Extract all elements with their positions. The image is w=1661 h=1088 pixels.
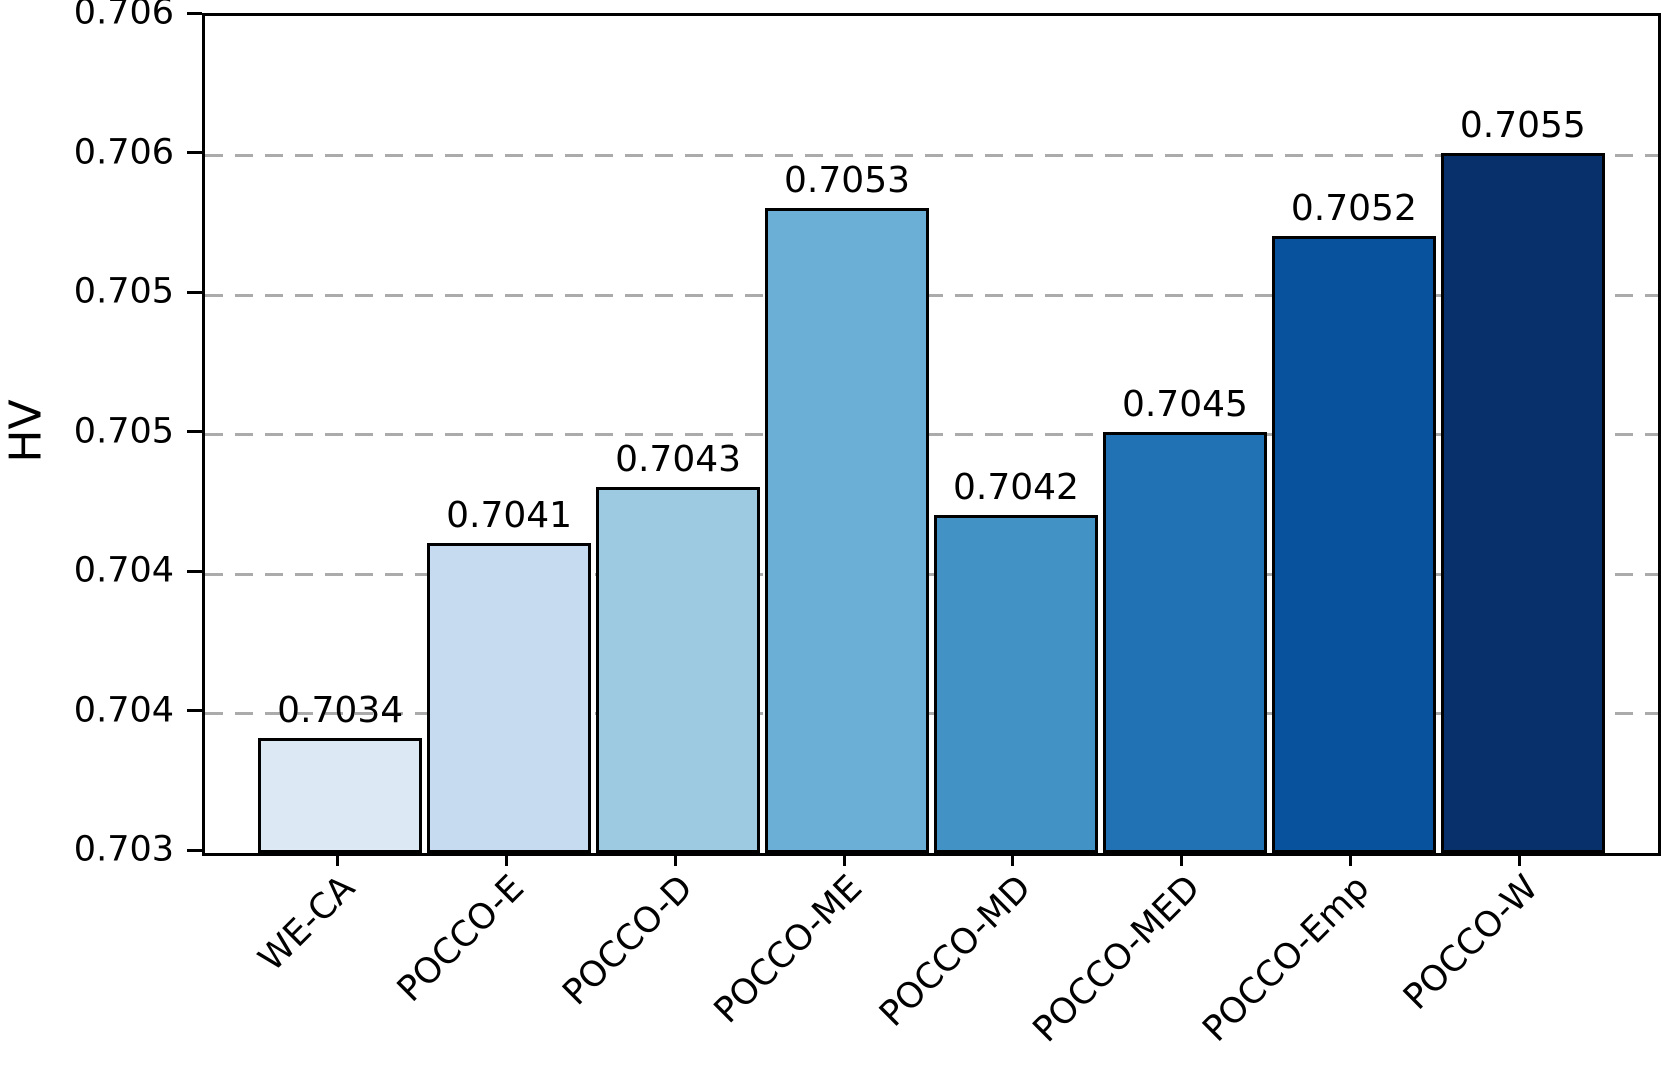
bar-value-label: 0.7052	[1290, 188, 1417, 230]
x-tick-label: POCCO-ME	[706, 867, 871, 1032]
x-tick-mark	[1349, 853, 1353, 866]
y-tick-mark	[187, 848, 202, 852]
bar-value-label: 0.7043	[615, 439, 742, 481]
y-tick-mark	[187, 151, 202, 154]
x-tick-label: POCCO-Emp	[1195, 867, 1378, 1050]
x-tick-label: POCCO-W	[1396, 867, 1547, 1018]
x-tick-mark	[673, 853, 677, 866]
y-tick-mark	[187, 709, 202, 712]
x-tick-label: WE-CA	[251, 867, 364, 980]
bar-value-label: 0.7042	[952, 467, 1079, 509]
gridline	[205, 293, 1658, 297]
gridline	[205, 572, 1658, 576]
x-tick-label: POCCO-MED	[1025, 867, 1209, 1051]
x-tick-mark	[1011, 853, 1015, 866]
x-tick-mark	[335, 853, 339, 866]
bar	[596, 487, 760, 853]
bar	[258, 738, 423, 853]
y-tick-mark	[187, 11, 202, 15]
y-tick-label: 0.705	[73, 411, 174, 451]
bar-group: 0.7034 0.7041 0.7043 0.7053 0.7042 0.7045 0.70…	[205, 16, 1658, 853]
plot-area: 0.7034 0.7041 0.7043 0.7053 0.7042 0.7045 0.70…	[202, 13, 1661, 856]
bar-value-label: 0.7041	[446, 495, 573, 537]
y-tick-label: 0.706	[73, 132, 174, 172]
gridline	[205, 712, 1658, 715]
bar-value-label: 0.7055	[1459, 104, 1586, 146]
bar-value-label: 0.7045	[1121, 383, 1248, 425]
x-tick-label: POCCO-E	[390, 867, 533, 1010]
y-tick-mark	[187, 430, 202, 433]
x-tick-label: POCCO-MD	[872, 867, 1040, 1035]
x-tick-mark	[1180, 853, 1184, 866]
x-tick-mark	[842, 853, 846, 866]
y-tick-label: 0.705	[73, 271, 174, 312]
bar	[1440, 152, 1605, 853]
y-tick-label: 0.703	[73, 829, 174, 870]
y-tick-mark	[187, 569, 202, 573]
bar	[934, 515, 1098, 853]
bar-value-label: 0.7034	[277, 690, 404, 732]
y-tick-label: 0.704	[73, 550, 174, 591]
y-tick-label: 0.704	[73, 690, 174, 730]
gridline	[205, 433, 1658, 436]
x-tick-mark	[504, 853, 508, 866]
bar-value-label: 0.7053	[784, 160, 910, 202]
bar	[1271, 236, 1436, 853]
bar	[427, 543, 592, 853]
x-tick-mark	[1518, 853, 1522, 866]
y-tick-label: 0.706	[73, 0, 174, 33]
bar	[765, 208, 929, 853]
x-tick-label: POCCO-D	[555, 867, 702, 1014]
gridline	[205, 154, 1658, 157]
y-tick-mark	[187, 290, 202, 294]
bar	[1102, 431, 1267, 853]
